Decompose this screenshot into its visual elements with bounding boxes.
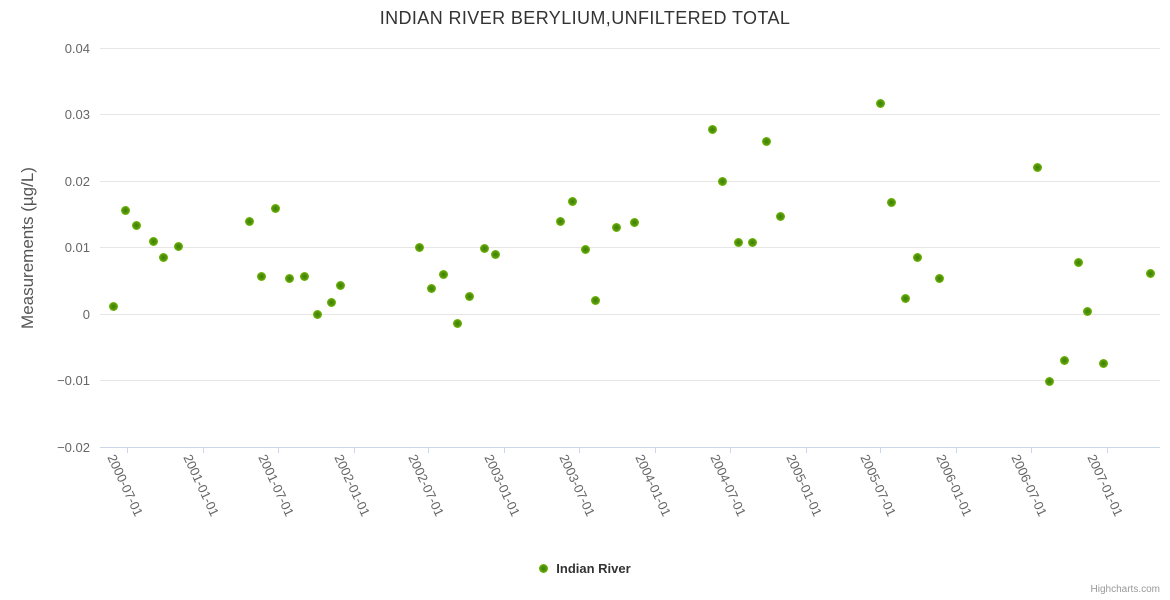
data-point[interactable] [271, 204, 281, 214]
data-point[interactable] [629, 217, 639, 227]
y-grid-line [100, 114, 1160, 115]
x-axis-label: 2003-01-01 [481, 452, 524, 519]
x-axis-label: 2004-01-01 [632, 452, 674, 519]
data-point[interactable] [591, 296, 601, 306]
x-axis-label: 2002-01-01 [330, 452, 373, 519]
data-point[interactable] [734, 237, 744, 247]
data-point[interactable] [1099, 358, 1109, 368]
data-point[interactable] [121, 206, 131, 216]
x-axis-label: 2003-07-01 [556, 452, 598, 519]
data-point[interactable] [326, 298, 336, 308]
data-point[interactable] [567, 197, 577, 207]
x-axis-tick [880, 447, 882, 453]
x-axis-label: 2005-07-01 [857, 452, 900, 519]
data-point[interactable] [934, 274, 944, 284]
x-axis-tick [504, 447, 506, 453]
data-point[interactable] [299, 272, 309, 282]
y-grid-line [100, 47, 1160, 49]
x-axis-label: 2001-01-01 [180, 452, 223, 519]
data-point[interactable] [312, 309, 322, 319]
x-axis-label: 2002-07-01 [405, 452, 448, 519]
x-axis-tick [127, 447, 128, 453]
x-axis-tick [1106, 447, 1108, 453]
data-point[interactable] [1033, 163, 1043, 173]
data-point[interactable] [876, 98, 886, 108]
data-point[interactable] [480, 243, 490, 253]
x-axis-label: 2004-07-01 [707, 452, 749, 519]
data-point[interactable] [762, 137, 772, 147]
data-point[interactable] [453, 318, 463, 328]
x-axis-tick [202, 447, 204, 453]
data-point[interactable] [490, 249, 500, 259]
data-point[interactable] [1145, 268, 1155, 278]
x-axis-label: 2006-01-01 [933, 452, 976, 519]
x-axis-tick [729, 447, 731, 453]
data-point[interactable] [256, 271, 266, 281]
x-axis-label: 2005-01-01 [783, 452, 825, 519]
y-grid-line [100, 180, 1160, 182]
legend-marker-icon [539, 564, 549, 573]
y-axis-label: 0.02 [64, 173, 90, 189]
x-axis-tick [428, 447, 430, 453]
legend-label: Indian River [556, 561, 631, 576]
data-point[interactable] [427, 283, 437, 293]
data-point[interactable] [336, 280, 346, 290]
data-point[interactable] [556, 217, 566, 227]
x-axis-label: 2001-07-01 [254, 452, 297, 519]
x-axis-tick [805, 447, 807, 453]
data-point[interactable] [415, 243, 425, 252]
data-point[interactable] [439, 269, 449, 279]
x-axis-label: 2006-07-01 [1008, 452, 1051, 519]
x-axis-tick [956, 447, 958, 453]
data-point[interactable] [1045, 377, 1055, 387]
y-axis-label: 0.04 [64, 40, 90, 56]
data-point[interactable] [718, 177, 728, 187]
data-point[interactable] [464, 291, 474, 301]
legend-item-indian-river[interactable]: Indian River [0, 561, 1170, 576]
data-point[interactable] [775, 211, 785, 221]
data-point[interactable] [109, 302, 119, 312]
data-point[interactable] [580, 244, 590, 254]
x-axis-tick [578, 447, 580, 453]
x-axis-label: 2000-07-01 [104, 452, 147, 519]
y-grid-line [100, 313, 1160, 315]
chart-title: INDIAN RIVER BERYLIUM,UNFILTERED TOTAL [379, 8, 791, 28]
data-point[interactable] [900, 294, 910, 304]
y-axis-label: 0.03 [64, 107, 90, 122]
credits-link[interactable]: Highcharts.com [1090, 584, 1160, 595]
data-point[interactable] [708, 124, 718, 134]
x-axis-tick [1030, 447, 1032, 453]
data-point[interactable] [887, 198, 897, 208]
data-point[interactable] [244, 217, 254, 227]
y-grid-line [100, 380, 1160, 381]
y-grid-line [100, 247, 1160, 248]
x-axis-tick [654, 447, 656, 453]
x-axis-line [100, 447, 1160, 448]
data-point[interactable] [1060, 356, 1070, 366]
data-point[interactable] [1073, 258, 1083, 268]
y-axis-label: −0.01 [57, 373, 90, 388]
data-point[interactable] [158, 252, 168, 262]
data-point[interactable] [284, 273, 294, 283]
x-axis-tick [277, 447, 279, 453]
x-axis-tick [353, 447, 355, 453]
data-point[interactable] [748, 238, 758, 248]
data-point[interactable] [912, 252, 922, 262]
data-point[interactable] [1083, 306, 1093, 316]
data-point[interactable] [174, 241, 184, 251]
data-point[interactable] [148, 237, 158, 246]
data-point[interactable] [131, 221, 141, 231]
data-point[interactable] [612, 223, 622, 233]
y-axis-label: 0 [82, 306, 90, 322]
y-axis-label: −0.02 [57, 439, 90, 455]
y-axis-label: 0.01 [64, 240, 90, 255]
x-axis-label: 2007-01-01 [1084, 452, 1126, 519]
